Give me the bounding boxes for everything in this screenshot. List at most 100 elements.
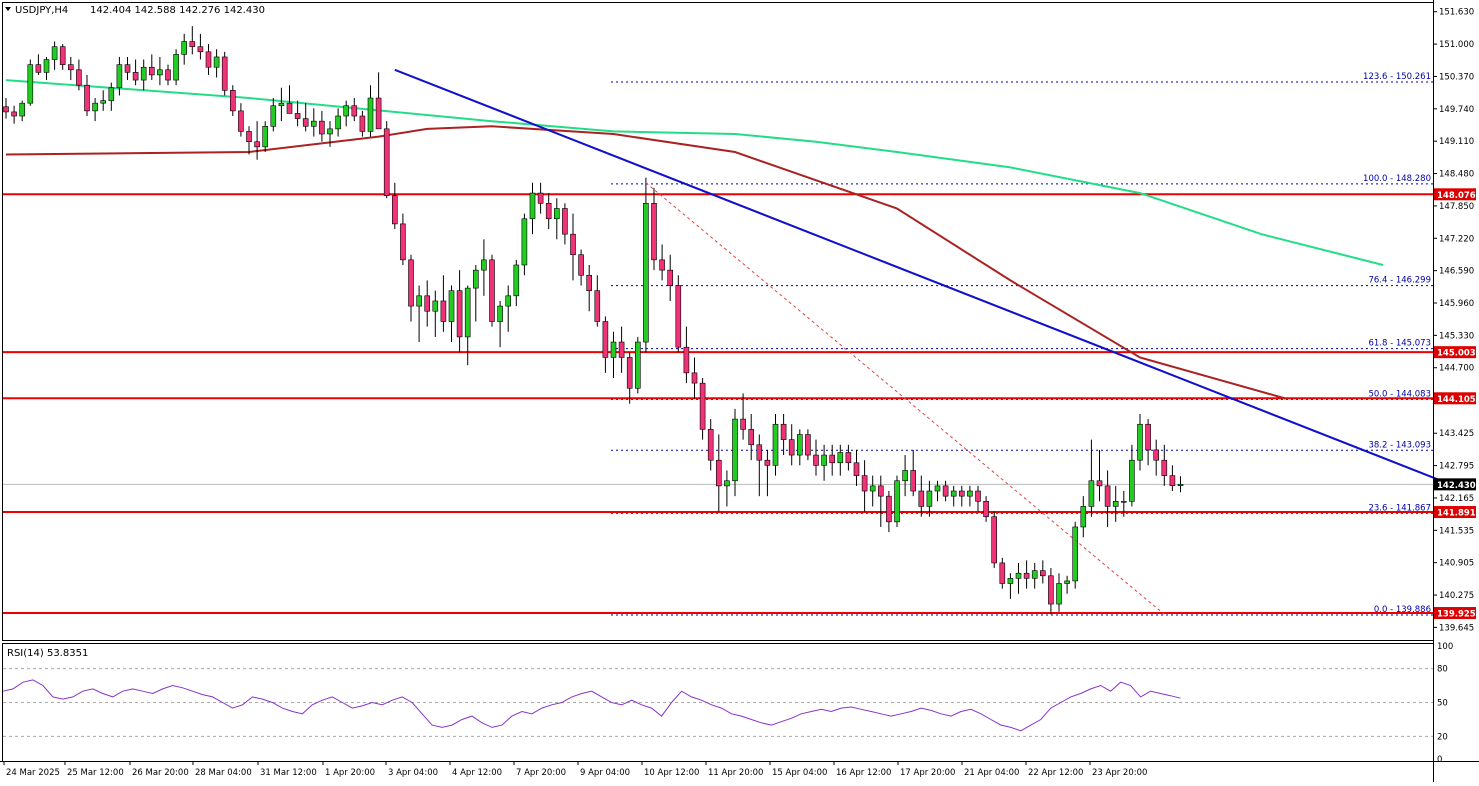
candle (805, 429, 811, 461)
candle (829, 444, 836, 476)
candle (124, 56, 131, 81)
candle-body (205, 51, 212, 68)
candle-body (991, 516, 998, 564)
candle-body (594, 290, 601, 322)
candle (562, 203, 568, 245)
candle (594, 275, 601, 327)
candle-body (853, 462, 860, 476)
candle-body (1177, 484, 1184, 486)
candle (278, 87, 285, 122)
price-tick-label: 142.165 (1439, 494, 1474, 504)
candle-body (11, 111, 17, 117)
triangle-down-icon[interactable] (5, 7, 11, 11)
candle (1177, 476, 1184, 493)
candle-body (748, 429, 755, 446)
candle (1023, 560, 1030, 589)
candle (999, 557, 1006, 589)
candle (424, 280, 431, 327)
candle (221, 51, 228, 96)
candle-body (1169, 475, 1176, 486)
candle (537, 182, 544, 214)
candle (367, 85, 374, 137)
candle-body (562, 208, 568, 235)
ohlc-label: 142.404 142.588 142.276 142.430 (90, 5, 265, 16)
candle-body (254, 141, 260, 148)
candle-body (610, 341, 617, 358)
price-tick-label: 141.535 (1439, 526, 1474, 536)
candle (100, 90, 106, 111)
candle (1007, 573, 1014, 599)
candle-body (1040, 570, 1046, 577)
candle (173, 49, 179, 86)
candle-body (618, 341, 625, 358)
candle (513, 259, 520, 307)
candle (675, 275, 682, 353)
time-tick-label: 11 Apr 20:00 (708, 768, 763, 778)
candle-body (319, 120, 325, 135)
candle (197, 33, 204, 60)
candle-body (76, 69, 82, 86)
candle-body (383, 128, 390, 196)
candle-body (1096, 480, 1103, 487)
candle-body (934, 485, 941, 492)
rsi-tick-label: 80 (1437, 665, 1448, 675)
candle (27, 59, 34, 106)
candle-body (165, 69, 171, 81)
candle-body (51, 46, 58, 60)
candle (586, 264, 593, 312)
candle-body (513, 264, 520, 297)
fib-level-label: 0.0 - 139.886 (1374, 605, 1431, 615)
candle (740, 393, 746, 440)
candle (1080, 496, 1087, 538)
candle (667, 254, 674, 301)
candle (926, 480, 933, 517)
candle-body (634, 341, 641, 389)
candle-body (351, 105, 358, 117)
candle-body (505, 295, 512, 307)
candle (302, 103, 309, 132)
candle-body (3, 106, 9, 113)
candle (991, 511, 998, 569)
candle-body (367, 97, 374, 132)
candle-body (481, 259, 487, 271)
candle (157, 56, 163, 86)
candle-body (1145, 423, 1151, 451)
sma-slow-line (5, 125, 1287, 400)
candle (213, 49, 220, 78)
candle (732, 408, 738, 497)
candle (861, 460, 868, 512)
candle (570, 213, 576, 281)
candle-body (570, 233, 576, 256)
price-tick-label: 147.220 (1439, 234, 1474, 244)
candle-body (448, 290, 455, 322)
time-tick-label: 25 Mar 12:00 (67, 768, 124, 778)
candle (11, 105, 17, 124)
candle (853, 449, 860, 486)
price-tick-label: 145.330 (1439, 331, 1474, 341)
candle-body (707, 429, 714, 461)
candle (359, 110, 366, 137)
candle-body (756, 444, 763, 461)
price-tick-label: 144.700 (1439, 364, 1474, 374)
candle (416, 285, 422, 343)
candle (877, 475, 884, 527)
price-tick-label: 143.425 (1439, 429, 1474, 439)
candle (35, 54, 42, 75)
time-tick-label: 26 Mar 20:00 (132, 768, 189, 778)
candle (910, 449, 917, 497)
candle (902, 455, 908, 497)
price-tick-label: 140.905 (1439, 559, 1474, 569)
candle-body (68, 64, 74, 71)
candle (181, 33, 187, 65)
candle (1137, 413, 1143, 471)
candle (505, 285, 512, 332)
candle (165, 64, 171, 86)
candle-body (740, 418, 746, 430)
time-tick-label: 4 Apr 12:00 (452, 768, 502, 778)
candle-body (796, 434, 803, 456)
candle (238, 103, 244, 137)
candle-body (1137, 423, 1143, 461)
level-price-tag: 139.925 (1437, 610, 1476, 620)
candle (796, 429, 803, 466)
candle-body (27, 64, 34, 104)
